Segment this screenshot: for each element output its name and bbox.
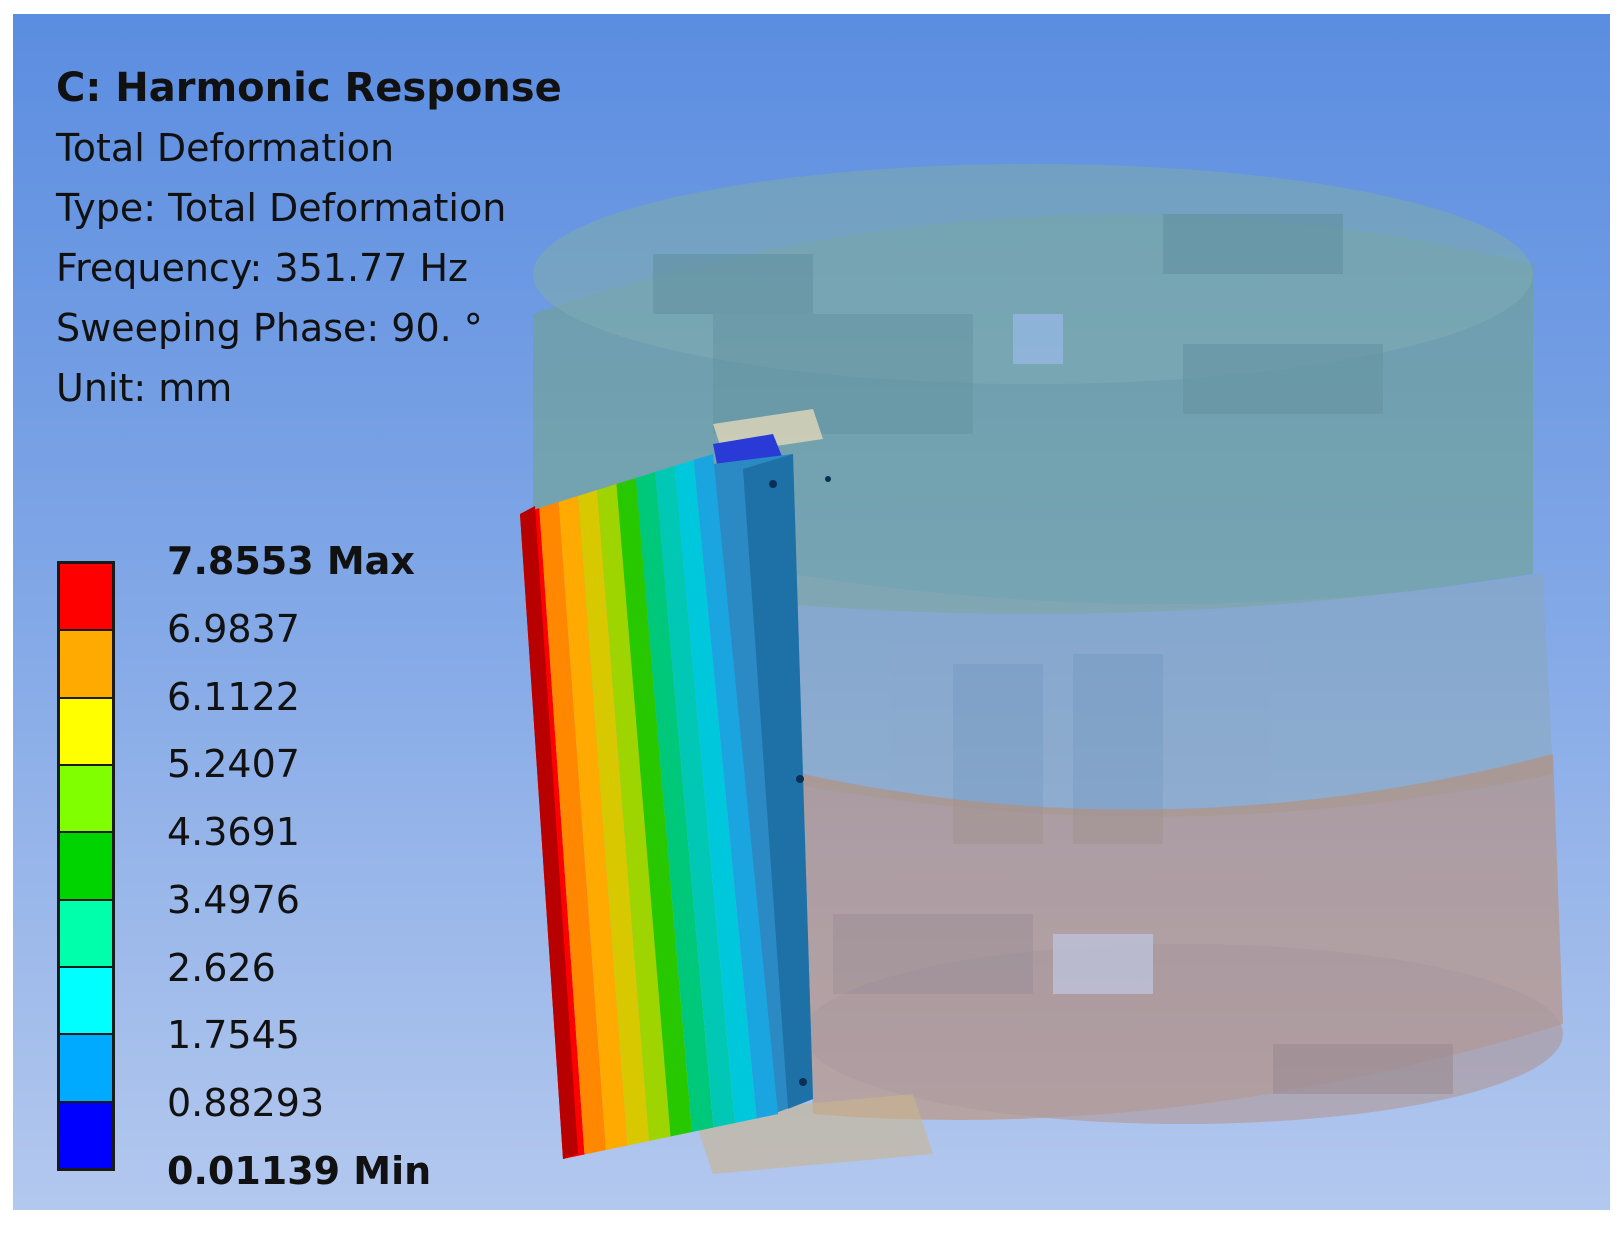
legend-color-band: [60, 564, 112, 632]
result-info: C: Harmonic Response Total Deformation T…: [56, 58, 562, 418]
legend-value-label: 2.626: [167, 945, 276, 990]
legend-color-band: [60, 1102, 112, 1168]
plate-contour-band: [635, 472, 714, 1132]
plate-contour-band: [674, 460, 757, 1123]
legend-color-band: [60, 900, 112, 968]
support-rail: [713, 454, 831, 1114]
analysis-title: C: Harmonic Response: [56, 65, 562, 111]
plate-contour-band: [577, 490, 649, 1146]
legend-color-bar: [57, 561, 115, 1171]
legend-color-band: [60, 631, 112, 699]
sweeping-phase-label: Sweeping Phase: 90. °: [56, 306, 483, 350]
legend-color-band: [60, 967, 112, 1036]
result-type: Type: Total Deformation: [56, 186, 507, 230]
plate-contour-band: [558, 496, 628, 1150]
legend-value-label: 6.9837: [167, 606, 300, 651]
deformed-plate: [520, 454, 778, 1159]
unit-label: Unit: mm: [56, 366, 233, 410]
legend-min-label: 0.01139 Min: [167, 1149, 432, 1193]
plate-edge: [520, 506, 578, 1159]
legend-value-label: 1.7545: [167, 1013, 300, 1058]
legend-value-label: 5.2407: [167, 742, 300, 787]
graphics-viewport[interactable]: C: Harmonic Response Total Deformation T…: [13, 14, 1610, 1210]
plate-contour-band: [539, 502, 606, 1155]
legend-value-label: 4.3691: [167, 810, 300, 855]
legend-value-label: 0.88293: [167, 1081, 325, 1126]
plate-contour-band: [616, 478, 692, 1137]
legend-color-band: [60, 833, 112, 901]
legend-max-label: 7.8553 Max: [167, 539, 415, 583]
legend-color-band: [60, 1035, 112, 1103]
legend-value-label: 3.4976: [167, 877, 300, 922]
model-view: [520, 164, 1563, 1174]
legend-value-label: 6.1122: [167, 674, 300, 719]
tank-lower: [803, 754, 1563, 1124]
frequency-label: Frequency: 351.77 Hz: [56, 246, 468, 290]
plate-contour-band: [597, 484, 671, 1141]
plate-contour-band: [693, 454, 778, 1119]
result-name: Total Deformation: [56, 126, 395, 170]
legend-color-band: [60, 698, 112, 766]
legend-color-band: [60, 765, 112, 834]
plate-contour-band: [655, 466, 735, 1128]
